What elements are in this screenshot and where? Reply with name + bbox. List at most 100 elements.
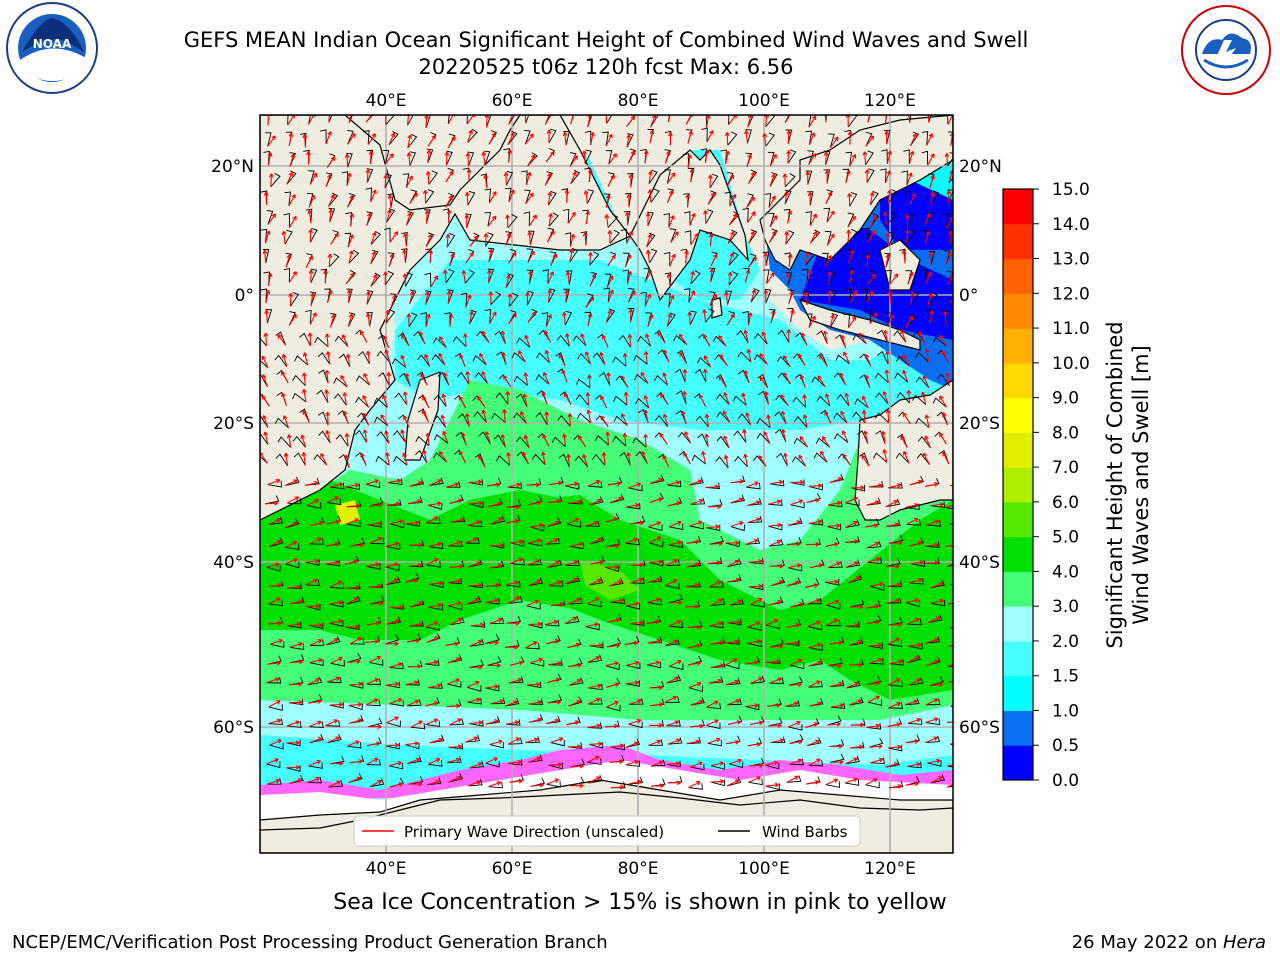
wind-barb: [708, 676, 724, 684]
wind-barb: [613, 395, 628, 406]
wave-direction-arrow: [926, 133, 933, 146]
wind-barb: [632, 437, 647, 448]
wind-barb: [506, 719, 521, 726]
wind-barb: [487, 247, 495, 263]
wave-direction-arrow: [288, 132, 294, 146]
wave-direction-arrow: [810, 563, 824, 569]
wave-direction-arrow: [587, 480, 601, 487]
wind-barb: [447, 681, 462, 688]
wind-barb: [829, 313, 839, 328]
wind-barb: [507, 130, 518, 145]
wave-direction-arrow: [687, 625, 701, 630]
wave-direction-arrow: [481, 371, 489, 384]
wave-direction-arrow: [528, 579, 541, 586]
wave-direction-arrow: [902, 354, 910, 367]
wave-direction-arrow: [763, 252, 769, 266]
wind-barb: [885, 498, 901, 508]
wave-direction-arrow: [405, 175, 413, 188]
wind-barb: [805, 211, 812, 226]
wave-direction-arrow: [300, 434, 307, 448]
wind-barb: [788, 724, 803, 731]
wave-direction-arrow: [263, 431, 269, 445]
wave-direction-arrow: [628, 308, 634, 323]
wind-barb: [807, 623, 823, 631]
wave-direction-arrow: [288, 292, 294, 307]
wave-direction-arrow: [607, 617, 621, 623]
wave-direction-arrow: [727, 231, 735, 244]
wind-barb: [489, 617, 505, 625]
wave-direction-arrow: [528, 717, 542, 723]
wave-direction-arrow: [808, 519, 823, 525]
wave-direction-arrow: [824, 115, 827, 123]
wind-barb: [308, 170, 315, 185]
wave-direction-arrow: [428, 541, 442, 548]
wave-direction-arrow: [527, 231, 533, 245]
wind-barb: [484, 212, 492, 227]
wave-direction-arrow: [789, 758, 803, 765]
wind-barb: [643, 267, 651, 283]
wind-barb: [508, 596, 523, 604]
wind-barb: [729, 598, 744, 606]
wave-direction-arrow: [384, 153, 394, 165]
wind-barb: [548, 659, 563, 666]
wave-direction-arrow: [842, 453, 851, 466]
wave-direction-arrow: [942, 451, 950, 465]
wind-barb: [493, 434, 506, 448]
wave-direction-arrow: [402, 391, 408, 405]
wave-direction-arrow: [667, 780, 682, 786]
wave-direction-arrow: [882, 211, 888, 226]
nws-logo-icon: [1181, 5, 1271, 95]
wave-direction-arrow: [845, 757, 858, 765]
wave-direction-arrow: [626, 193, 632, 208]
wave-direction-arrow: [465, 152, 471, 166]
wave-direction-arrow: [309, 172, 318, 185]
wind-barb: [569, 152, 577, 167]
wave-direction-arrow: [405, 520, 420, 526]
wind-barb: [306, 193, 314, 208]
wind-barb: [758, 390, 769, 405]
wind-barb: [568, 597, 583, 605]
wind-barb: [390, 521, 405, 529]
wave-direction-arrow: [286, 764, 300, 770]
wave-direction-arrow: [266, 677, 280, 684]
wave-direction-arrow: [927, 115, 930, 123]
wind-barb: [401, 232, 408, 247]
wind-barb: [810, 229, 821, 244]
wind-barb: [260, 455, 268, 464]
wind-barb: [467, 685, 482, 692]
wave-direction-arrow: [288, 313, 297, 326]
wind-barb: [896, 392, 910, 404]
wind-barb: [828, 500, 843, 508]
wind-barb: [845, 248, 852, 263]
wind-barb: [449, 718, 465, 726]
wave-direction-arrow: [566, 720, 580, 726]
wind-barb: [474, 453, 486, 468]
wave-direction-arrow: [930, 191, 935, 205]
wave-direction-arrow: [428, 602, 442, 608]
colorbar-segment: [1003, 745, 1033, 781]
wind-barb: [848, 637, 864, 646]
wave-direction-arrow: [588, 168, 593, 183]
wind-barb: [748, 229, 758, 244]
wind-barb: [328, 780, 344, 788]
wave-direction-arrow: [346, 518, 359, 525]
wind-barb: [905, 600, 921, 608]
wave-direction-arrow: [320, 452, 328, 466]
wave-direction-arrow: [606, 372, 611, 386]
colorbar-tick-label: 13.0: [1052, 250, 1090, 270]
wind-barb: [605, 565, 620, 572]
wave-direction-arrow: [368, 655, 382, 663]
wind-barb: [833, 412, 848, 424]
wind-barb: [509, 676, 524, 684]
wave-direction-arrow: [508, 759, 522, 765]
wave-direction-arrow: [824, 411, 832, 424]
wind-barb: [373, 397, 388, 408]
wind-barb: [409, 620, 424, 627]
footer-credit: NCEP/EMC/Verification Post Processing Pr…: [12, 932, 608, 953]
wave-direction-arrow: [909, 291, 915, 305]
wind-barb: [673, 334, 688, 346]
wave-direction-arrow: [564, 189, 570, 203]
wave-direction-arrow: [285, 254, 292, 268]
wave-direction-arrow: [388, 253, 395, 267]
wave-direction-arrow: [945, 252, 953, 265]
